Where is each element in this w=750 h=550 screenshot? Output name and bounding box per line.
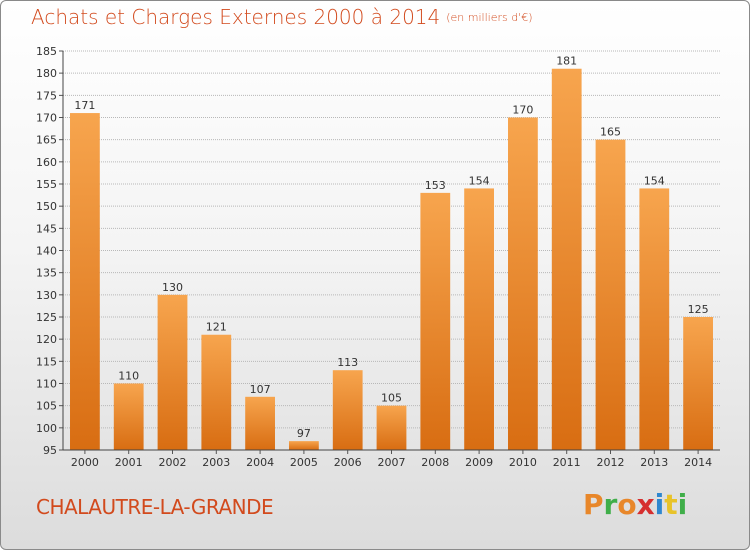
logo-letter: x bbox=[636, 488, 655, 521]
bar-2014 bbox=[683, 317, 713, 450]
bar-2001 bbox=[113, 383, 144, 450]
bar-value-label: 154 bbox=[644, 174, 665, 187]
bar-2006 bbox=[332, 370, 363, 450]
x-tick-label: 2011 bbox=[553, 456, 581, 469]
x-tick-label: 2002 bbox=[159, 456, 187, 469]
commune-name: CHALAUTRE-LA-GRANDE bbox=[36, 495, 274, 519]
bar-value-label: 97 bbox=[297, 427, 311, 440]
x-tick-label: 2010 bbox=[509, 456, 537, 469]
y-tick-label: 110 bbox=[36, 378, 57, 391]
unit-label: (en milliers d'€) bbox=[446, 11, 533, 24]
bar-value-label: 153 bbox=[425, 179, 446, 192]
y-tick-label: 175 bbox=[36, 89, 57, 102]
bar-2011 bbox=[551, 68, 582, 450]
logo-letter: P bbox=[583, 488, 604, 521]
proxiti-logo: Proxiti bbox=[583, 488, 687, 521]
bar-2010 bbox=[508, 117, 538, 450]
x-tick-label: 2004 bbox=[246, 456, 274, 469]
y-tick-label: 170 bbox=[36, 112, 57, 125]
y-tick-label: 155 bbox=[36, 178, 57, 191]
logo-letter: i bbox=[677, 488, 688, 521]
y-tick-label: 100 bbox=[36, 422, 57, 435]
x-tick-label: 2013 bbox=[640, 456, 668, 469]
bar-2007 bbox=[376, 405, 407, 450]
bar-value-label: 171 bbox=[74, 99, 95, 112]
bar-value-label: 154 bbox=[469, 174, 490, 187]
x-tick-label: 2000 bbox=[71, 456, 99, 469]
title-text: Achats et Charges Externes 2000 à 2014 bbox=[31, 5, 441, 29]
y-tick-label: 125 bbox=[36, 311, 57, 324]
y-tick-label: 135 bbox=[36, 267, 57, 280]
x-tick-label: 2014 bbox=[684, 456, 712, 469]
bar-2013 bbox=[639, 188, 670, 450]
x-tick-label: 2001 bbox=[115, 456, 143, 469]
bar-value-label: 165 bbox=[600, 126, 621, 139]
logo-letter: o bbox=[617, 488, 637, 521]
bar-2012 bbox=[595, 139, 626, 450]
bar-2009 bbox=[464, 188, 494, 450]
chart-title: Achats et Charges Externes 2000 à 2014 (e… bbox=[31, 5, 533, 29]
bar-2008 bbox=[420, 192, 451, 450]
x-tick-label: 2007 bbox=[378, 456, 406, 469]
bar-value-label: 113 bbox=[337, 356, 358, 369]
y-tick-label: 95 bbox=[43, 444, 57, 457]
y-tick-label: 150 bbox=[36, 200, 57, 213]
y-tick-label: 165 bbox=[36, 134, 57, 147]
y-tick-label: 160 bbox=[36, 156, 57, 169]
y-tick-label: 140 bbox=[36, 245, 57, 258]
bar-value-label: 110 bbox=[118, 370, 139, 383]
y-tick-label: 130 bbox=[36, 289, 57, 302]
y-tick-label: 120 bbox=[36, 333, 57, 346]
y-tick-label: 180 bbox=[36, 67, 57, 80]
y-tick-label: 105 bbox=[36, 400, 57, 413]
y-tick-label: 145 bbox=[36, 222, 57, 235]
bar-value-label: 105 bbox=[381, 392, 402, 405]
bar-value-label: 107 bbox=[250, 383, 271, 396]
x-tick-label: 2005 bbox=[290, 456, 318, 469]
logo-letter: i bbox=[654, 488, 665, 521]
x-tick-label: 2009 bbox=[465, 456, 493, 469]
bar-value-label: 125 bbox=[688, 303, 709, 316]
logo-letter: t bbox=[664, 488, 678, 521]
bar-value-label: 170 bbox=[512, 104, 533, 117]
bar-value-label: 121 bbox=[206, 321, 227, 334]
x-tick-label: 2006 bbox=[334, 456, 362, 469]
logo-letter: r bbox=[603, 488, 618, 521]
bar-value-label: 130 bbox=[162, 281, 183, 294]
x-tick-label: 2003 bbox=[202, 456, 230, 469]
y-tick-label: 185 bbox=[36, 45, 57, 58]
bar-2004 bbox=[245, 396, 275, 450]
y-tick-label: 115 bbox=[36, 355, 57, 368]
x-tick-label: 2008 bbox=[421, 456, 449, 469]
bar-2002 bbox=[157, 294, 188, 450]
bar-2005 bbox=[289, 441, 319, 450]
bar-value-label: 181 bbox=[556, 55, 577, 68]
bar-2003 bbox=[201, 334, 232, 450]
x-tick-label: 2012 bbox=[597, 456, 625, 469]
bar-2000 bbox=[70, 113, 100, 451]
